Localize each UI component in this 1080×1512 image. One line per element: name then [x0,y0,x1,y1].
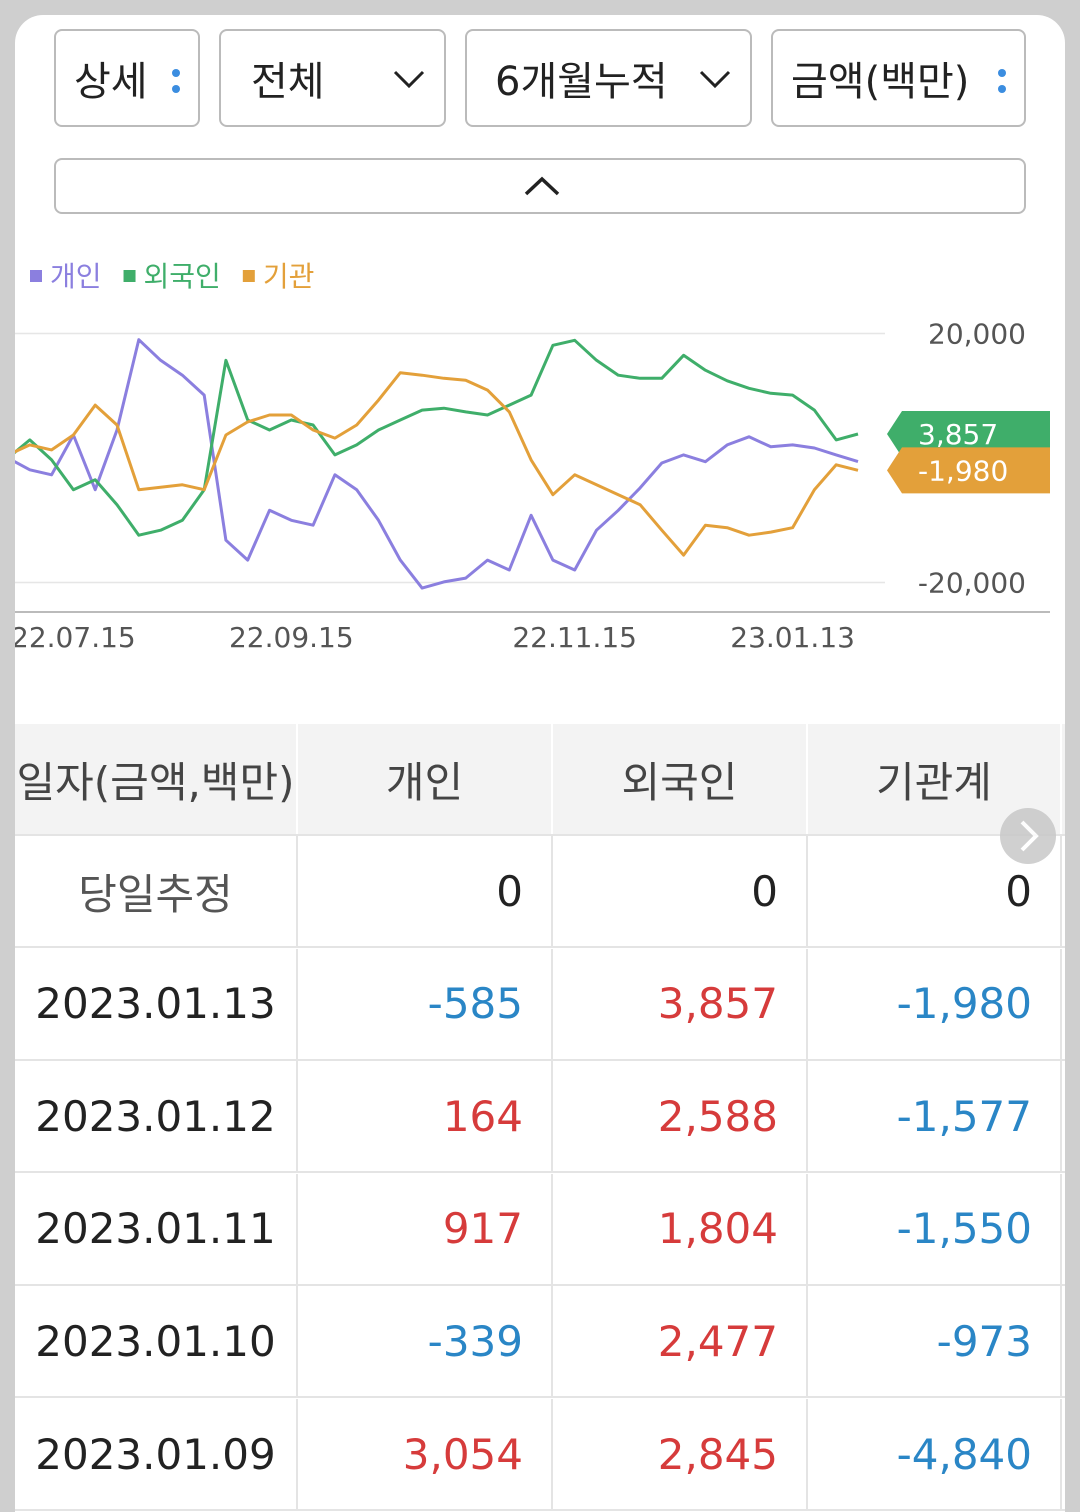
cell-text: -1,550 [896,1204,1032,1254]
number-cell: 3,857 [553,948,808,1059]
cell-text: 1,804 [657,1204,778,1254]
chart: 20,000 -20,000 22.07.15 22.09.15 22.11.15 23.… [15,260,1050,654]
x-tick-label: 22.11.15 [512,621,637,654]
cell-text: -1,980 [896,979,1032,1029]
x-tick-label: 23.01.13 [730,621,855,654]
unit-button[interactable]: 금액(백만) [771,29,1026,127]
header-label: 외국인 [621,757,738,807]
cell-text: 3,054 [402,1429,523,1479]
table-row: 2023.01.11 917 1,804 -1,550 [15,1173,1065,1286]
cell-text: 0 [1005,866,1032,916]
cell-text: 2023.01.11 [35,1204,276,1254]
number-cell: -4,840 [808,1399,1062,1509]
cell-text: 3,857 [657,979,778,1029]
scope-select[interactable]: 전체 [219,29,446,127]
table-row: 당일추정 0 0 0 [15,836,1065,948]
scroll-right-button[interactable] [1000,808,1056,864]
x-tick-label: 22.07.15 [15,621,136,654]
detail-label: 상세 [74,59,148,105]
cell-text: -339 [427,1316,523,1366]
series-line [15,338,859,537]
number-cell: -339 [298,1286,553,1397]
number-cell: 1,804 [553,1173,808,1284]
header-label: 일자(금액,백만) [16,757,295,807]
cell-text: 2023.01.10 [35,1316,276,1366]
cell-text: -4,840 [896,1429,1032,1479]
date-cell: 2023.01.09 [15,1399,298,1509]
table-row: 2023.01.13 -585 3,857 -1,980 [15,948,1065,1061]
number-cell: -1,550 [808,1173,1062,1284]
number-cell: 2,845 [553,1399,808,1509]
legend-label: 외국인 [144,260,221,293]
x-tick-label: 22.09.15 [229,621,354,654]
cell-text: 2,845 [657,1429,778,1479]
legend-swatch [123,270,136,282]
cell-text: 2023.01.13 [35,979,276,1029]
number-cell: 0 [298,836,553,946]
number-cell: 0 [808,836,1062,946]
y-tick-label: -20,000 [918,567,1026,600]
header-cell: 개인 [298,724,553,834]
cell-text: 2023.01.12 [35,1091,276,1141]
date-cell: 당일추정 [15,836,298,946]
number-cell: 164 [298,1061,553,1172]
cell-text: -1,577 [896,1091,1032,1141]
legend-swatch [242,270,255,282]
legend-swatch [30,270,42,282]
legend-label: 개인 [50,260,102,293]
cell-text: -585 [427,979,523,1029]
value-badge [887,410,1050,457]
cell-text: -973 [936,1316,1032,1366]
table-row: 2023.01.12 164 2,588 -1,577 [15,1061,1065,1174]
value-label: -1,980 [918,454,1008,487]
legend-label: 기관 [263,260,315,293]
number-cell: 0 [553,836,808,946]
header-cell: 기관계 [808,724,1062,834]
header-cell: 일자(금액,백만) [15,724,298,834]
cell-text: 2,477 [657,1316,778,1366]
number-cell: -1,577 [808,1061,1062,1172]
screen: 상세 전체 6개월누적 금액(백만) 20,000 -20,000 22.07.15… [15,15,1065,1512]
cell-text: 2,588 [657,1091,778,1141]
number-cell: -585 [298,948,553,1059]
number-cell: 917 [298,1173,553,1284]
number-cell: -1,980 [808,948,1062,1059]
unit-label: 금액(백만) [791,59,970,105]
cell-text: 당일추정 [78,869,233,919]
period-select[interactable]: 6개월누적 [465,29,752,127]
value-badge [887,447,1050,494]
header-cell: 외국인 [553,724,808,834]
cell-text: 164 [442,1091,523,1141]
date-cell: 2023.01.12 [15,1061,298,1172]
value-label: 3,857 [918,418,998,451]
date-cell: 2023.01.10 [15,1286,298,1397]
header-label: 기관계 [876,757,992,807]
date-cell: 2023.01.13 [15,948,298,1059]
date-cell: 2023.01.11 [15,1173,298,1284]
table-header: 일자(금액,백만) 개인 외국인 기관계 [15,724,1065,836]
number-cell: -973 [808,1286,1062,1397]
header-label: 개인 [385,757,464,807]
scope-label: 전체 [251,59,325,105]
collapse-button[interactable] [54,158,1026,214]
series-line [15,338,859,590]
cell-text: 0 [751,866,778,916]
period-label: 6개월누적 [495,59,668,105]
table-row: 2023.01.10 -339 2,477 -973 [15,1286,1065,1399]
y-tick-label: 20,000 [928,318,1026,351]
detail-button[interactable]: 상세 [54,29,200,127]
cell-text: 2023.01.09 [35,1429,276,1479]
number-cell: 2,588 [553,1061,808,1172]
series-line [15,371,859,557]
number-cell: 2,477 [553,1286,808,1397]
cell-text: 917 [442,1204,523,1254]
table-row: 2023.01.09 3,054 2,845 -4,840 [15,1399,1065,1511]
cell-text: 0 [496,866,523,916]
number-cell: 3,054 [298,1399,553,1509]
